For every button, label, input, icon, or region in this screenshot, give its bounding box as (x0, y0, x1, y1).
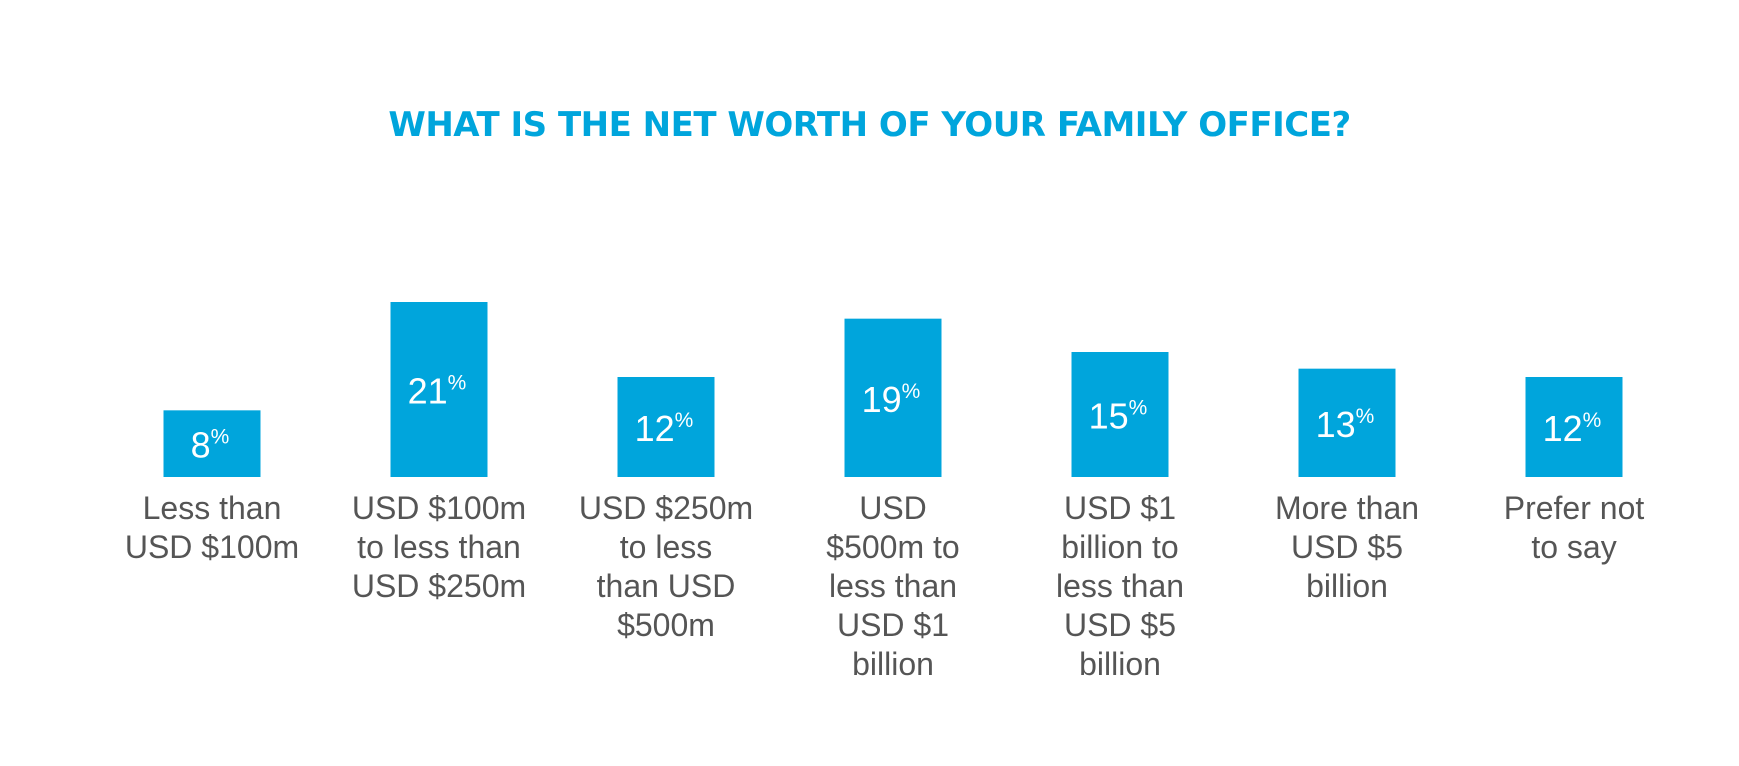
bar-5 (1071, 352, 1169, 477)
bar-6 (1298, 368, 1396, 477)
bars-group: 8% 21% 12% 19% 15% 13% 12% (163, 302, 1623, 477)
bar-value-label-4: 19% (862, 379, 921, 420)
bar-value-label-7: 12% (1543, 408, 1602, 449)
bar-3 (617, 377, 715, 477)
bar-value-label-2: 21% (408, 371, 467, 412)
category-label-2: USD $100m to less than USD $250m (352, 490, 526, 604)
bar-value-label-3: 12% (635, 408, 694, 449)
category-label-3: USD $250m to less than USD $500m (579, 490, 753, 643)
chart-title: WHAT IS THE NET WORTH OF YOUR FAMILY OFF… (388, 105, 1351, 145)
bar-value-label-6: 13% (1316, 404, 1375, 445)
bar-7 (1525, 377, 1623, 477)
category-label-5: USD $1 billion to less than USD $5 billion (1056, 490, 1184, 682)
category-label-6: More than USD $5 billion (1275, 490, 1419, 604)
category-label-7: Prefer not to say (1504, 490, 1645, 565)
category-label-1: Less than USD $100m (125, 490, 299, 565)
bar-value-label-1: 8% (191, 425, 230, 466)
bar-2 (390, 302, 488, 477)
bar-1 (163, 410, 261, 477)
category-label-4: USD $500m to less than USD $1 billion (826, 490, 959, 682)
category-labels-group: Less than USD $100m USD $100m to less than U… (125, 490, 1645, 682)
bar-value-label-5: 15% (1089, 396, 1148, 437)
bar-4 (844, 318, 942, 477)
